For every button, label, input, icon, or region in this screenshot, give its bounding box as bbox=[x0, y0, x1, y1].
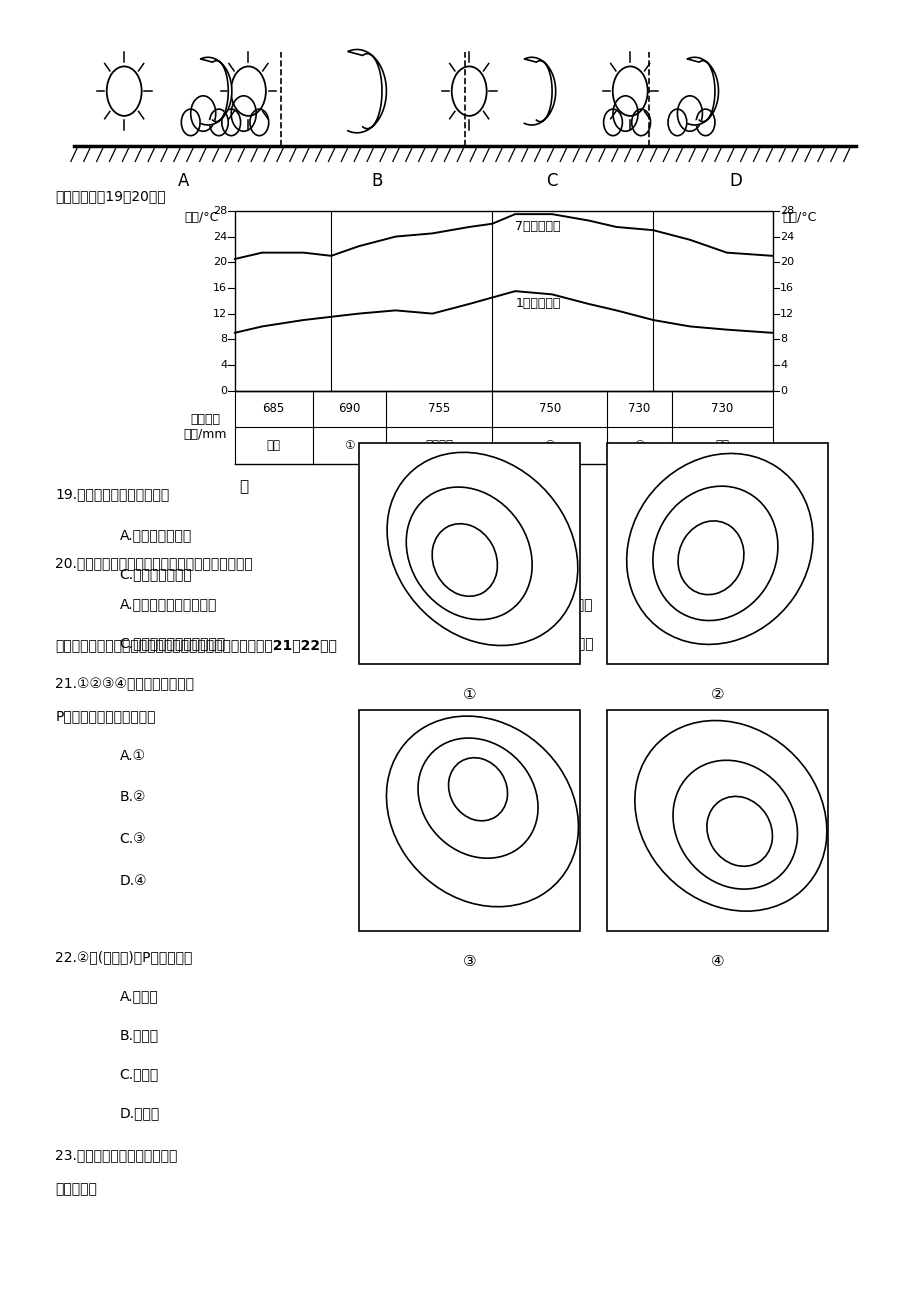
Text: 0: 0 bbox=[779, 385, 787, 396]
Text: P: P bbox=[655, 756, 663, 769]
Text: D.④: D.④ bbox=[119, 874, 147, 888]
Text: B.东南風: B.东南風 bbox=[119, 1029, 159, 1043]
Text: A.①: A.① bbox=[119, 749, 145, 763]
Text: 12: 12 bbox=[779, 309, 793, 319]
Text: 0: 0 bbox=[220, 385, 227, 396]
Text: 年平均降
水量/mm: 年平均降 水量/mm bbox=[184, 413, 227, 441]
Text: 19.图中城市中心与郊区相比: 19.图中城市中心与郊区相比 bbox=[55, 487, 169, 501]
Text: 1 020: 1 020 bbox=[374, 802, 405, 812]
Text: 1 026: 1 026 bbox=[440, 809, 471, 819]
Text: 24: 24 bbox=[779, 232, 793, 242]
Text: ②: ② bbox=[710, 687, 723, 703]
Text: 755: 755 bbox=[427, 402, 450, 415]
Text: 20.关于城市与郊区之间热力环流的叙述，正确的是: 20.关于城市与郊区之间热力环流的叙述，正确的是 bbox=[55, 556, 253, 570]
Text: 1 014: 1 014 bbox=[390, 736, 421, 746]
Text: 22.②图(北半球)中P地的風向为: 22.②图(北半球)中P地的風向为 bbox=[55, 950, 192, 965]
Polygon shape bbox=[524, 57, 555, 125]
Text: 1:5 000: 1:5 000 bbox=[614, 897, 656, 907]
Polygon shape bbox=[347, 49, 386, 133]
Text: 28: 28 bbox=[779, 206, 793, 216]
Text: 1 016: 1 016 bbox=[371, 535, 403, 546]
Text: D.气温低，降水多: D.气温低，降水多 bbox=[478, 568, 551, 582]
Text: P: P bbox=[767, 622, 775, 635]
Text: 郊区: 郊区 bbox=[714, 439, 729, 452]
Text: 1月平均气温: 1月平均气温 bbox=[515, 297, 560, 310]
Text: 28: 28 bbox=[213, 206, 227, 216]
Text: 1:5 000: 1:5 000 bbox=[366, 630, 408, 641]
Text: B.近地面气流由城市流向郊区: B.近地面气流由城市流向郊区 bbox=[478, 598, 592, 612]
Text: 1 018: 1 018 bbox=[622, 806, 653, 816]
Text: 1 022: 1 022 bbox=[699, 837, 731, 848]
Text: P: P bbox=[467, 902, 474, 915]
Text: C: C bbox=[546, 172, 557, 190]
Text: D.近地面气流由郊区流向城市: D.近地面气流由郊区流向城市 bbox=[478, 637, 594, 651]
Text: 天气系统是: 天气系统是 bbox=[55, 1182, 97, 1197]
Text: 690: 690 bbox=[338, 402, 360, 415]
Text: 7月平均气温: 7月平均气温 bbox=[515, 220, 560, 233]
Text: 气温/°C: 气温/°C bbox=[184, 211, 218, 224]
Text: 730: 730 bbox=[628, 402, 650, 415]
Text: C.高空气流由郊区流向城市: C.高空气流由郊区流向城市 bbox=[119, 637, 225, 651]
Text: 21.①②③④四幅等压线图中，: 21.①②③④四幅等压线图中， bbox=[55, 677, 194, 691]
Text: ①: ① bbox=[462, 687, 475, 703]
Text: A.城市上空盛行下沉气流: A.城市上空盛行下沉气流 bbox=[119, 598, 217, 612]
Text: 750: 750 bbox=[538, 402, 561, 415]
Text: 12: 12 bbox=[213, 309, 227, 319]
Text: 1 014: 1 014 bbox=[390, 471, 421, 482]
Text: 20: 20 bbox=[213, 258, 227, 267]
Text: 16: 16 bbox=[779, 283, 793, 293]
Text: 8: 8 bbox=[779, 335, 787, 344]
Text: B.②: B.② bbox=[119, 790, 146, 805]
Text: 1 018: 1 018 bbox=[425, 566, 456, 575]
Text: 1 014: 1 014 bbox=[629, 736, 660, 746]
Text: 读下图，回等19～20题。: 读下图，回等19～20题。 bbox=[55, 189, 165, 203]
Text: ①: ① bbox=[344, 439, 355, 452]
Text: 1 015: 1 015 bbox=[619, 471, 652, 482]
Text: 1:5 000: 1:5 000 bbox=[366, 897, 408, 907]
Text: 西: 西 bbox=[239, 479, 248, 495]
Bar bbox=[234, 211, 772, 391]
Text: 等压线是某一水平面上气压相同各点的连线。根据下图回等21～22题。: 等压线是某一水平面上气压相同各点的连线。根据下图回等21～22题。 bbox=[55, 638, 336, 652]
Text: D.西北風: D.西北風 bbox=[119, 1107, 160, 1121]
Text: A: A bbox=[178, 172, 189, 190]
Text: 23.导致长江中下游地区伏旱的: 23.导致长江中下游地区伏旱的 bbox=[55, 1148, 177, 1163]
Text: P点所在位置風力最大的是: P点所在位置風力最大的是 bbox=[55, 710, 155, 724]
Text: 1 016: 1 016 bbox=[619, 522, 652, 531]
Text: B.气温高，降水多: B.气温高，降水多 bbox=[478, 529, 550, 543]
Bar bbox=[358, 443, 579, 664]
Bar bbox=[607, 710, 827, 931]
Bar bbox=[358, 710, 579, 931]
Text: A.东北風: A.东北風 bbox=[119, 990, 158, 1004]
Text: 4: 4 bbox=[220, 359, 227, 370]
Text: A.气温高，降水少: A.气温高，降水少 bbox=[119, 529, 192, 543]
Text: 16: 16 bbox=[213, 283, 227, 293]
Text: 4: 4 bbox=[779, 359, 787, 370]
Text: 1:5 000: 1:5 000 bbox=[614, 630, 656, 641]
Text: C.西南風: C.西南風 bbox=[119, 1068, 159, 1082]
Text: 20: 20 bbox=[779, 258, 793, 267]
Text: 城市中心: 城市中心 bbox=[425, 439, 453, 452]
Text: 24: 24 bbox=[213, 232, 227, 242]
Text: D: D bbox=[729, 172, 742, 190]
Text: 8: 8 bbox=[220, 335, 227, 344]
Text: 郊区: 郊区 bbox=[267, 439, 280, 452]
Text: ③: ③ bbox=[462, 954, 475, 970]
Text: ④: ④ bbox=[710, 954, 723, 970]
Text: 730: 730 bbox=[710, 402, 732, 415]
Bar bbox=[607, 443, 827, 664]
Polygon shape bbox=[686, 57, 718, 125]
Text: ②: ② bbox=[544, 439, 554, 452]
Text: 685: 685 bbox=[262, 402, 285, 415]
Polygon shape bbox=[200, 57, 232, 125]
Text: P: P bbox=[418, 493, 425, 506]
Text: 东: 东 bbox=[758, 479, 767, 495]
Text: ③: ③ bbox=[633, 439, 644, 452]
Text: C.气温低，降水少: C.气温低，降水少 bbox=[119, 568, 192, 582]
Text: B: B bbox=[371, 172, 382, 190]
Text: 1 017: 1 017 bbox=[675, 548, 707, 559]
Text: 气温/°C: 气温/°C bbox=[781, 211, 815, 224]
Text: C.③: C.③ bbox=[119, 832, 146, 846]
